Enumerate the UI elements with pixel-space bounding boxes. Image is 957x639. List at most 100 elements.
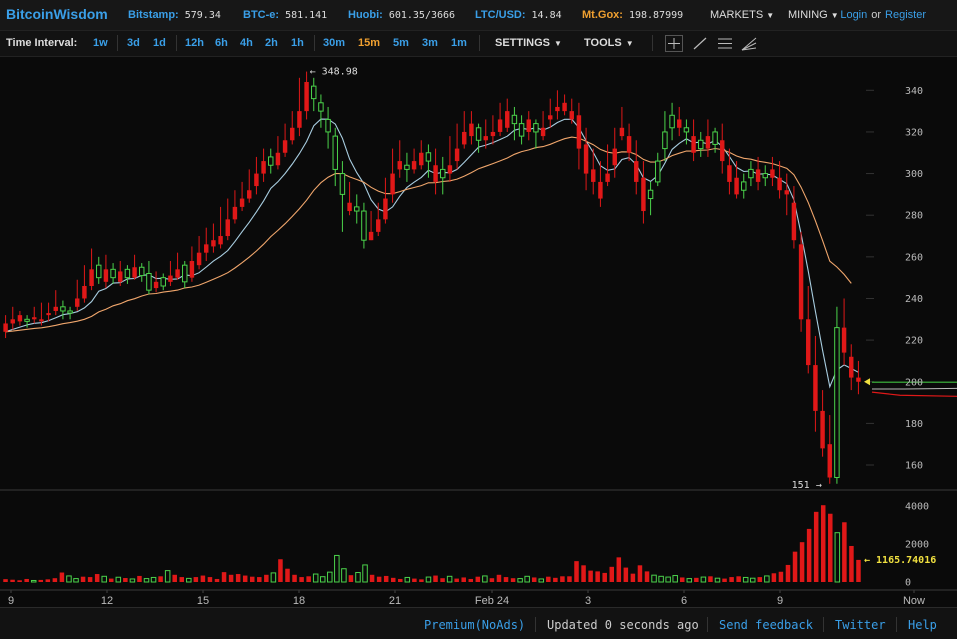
ticker-ltcusd[interactable]: LTC/USD: 14.84 — [475, 9, 562, 21]
interval-4h[interactable]: 4h — [240, 37, 253, 49]
fan-tool-icon[interactable] — [740, 35, 758, 52]
candle-body — [361, 210, 367, 241]
volume-bar — [496, 574, 502, 582]
volume-bar — [644, 571, 650, 582]
line-tool-icon[interactable] — [691, 35, 709, 52]
interval-30m[interactable]: 30m — [323, 37, 346, 49]
volume-bar — [362, 564, 368, 583]
interval-1w[interactable]: 1w — [93, 37, 108, 49]
interval-1d[interactable]: 1d — [153, 37, 166, 49]
ticker-mtgox[interactable]: Mt.Gox: 198.87999 — [582, 9, 683, 21]
price-chart[interactable]: 160 180 200 220 240 260 280 300 320 340 0 2000 4000 9… — [0, 57, 957, 607]
volume-bar — [30, 579, 37, 583]
candle-body — [734, 177, 739, 195]
interval-2h[interactable]: 2h — [265, 37, 278, 49]
candle-body — [32, 317, 37, 320]
candle-body — [841, 327, 847, 353]
interval-5m[interactable]: 5m — [393, 37, 409, 49]
volume-bar — [207, 577, 213, 582]
ticker-btce[interactable]: BTC-e: 581.141 — [243, 9, 327, 21]
volume-bar — [87, 577, 93, 582]
candles — [3, 71, 861, 484]
twitter-link[interactable]: Twitter — [835, 618, 886, 632]
volume-bar — [143, 578, 150, 583]
mining-menu[interactable]: MINING ▼ — [788, 9, 839, 21]
register-link[interactable]: Register — [885, 9, 926, 21]
candle-body — [647, 189, 654, 200]
crosshair-icon[interactable] — [665, 35, 683, 52]
candle-body — [332, 135, 338, 170]
volume-bar — [813, 511, 819, 582]
divider — [117, 35, 118, 51]
candle-body — [318, 102, 324, 112]
candle-body — [634, 161, 639, 182]
candle-body — [160, 277, 166, 287]
interval-12h[interactable]: 12h — [185, 37, 204, 49]
fib-lines-icon[interactable] — [716, 35, 734, 52]
candle-body — [791, 202, 797, 241]
candle-body — [268, 156, 274, 166]
ticker-value: 601.35/3666 — [388, 10, 456, 21]
volume-bar — [461, 577, 466, 582]
login-link[interactable]: Login — [840, 9, 868, 21]
volume-bar — [123, 578, 128, 582]
volume-bar — [376, 576, 382, 582]
volume-bar — [3, 579, 8, 582]
volume-bar — [390, 577, 396, 582]
x-tick-label: 12 — [101, 595, 113, 607]
volume-bar — [412, 578, 417, 582]
candle-body — [619, 127, 625, 137]
volume-bar — [341, 568, 347, 583]
feedback-link[interactable]: Send feedback — [719, 618, 813, 632]
candle-body — [218, 236, 223, 245]
candle-body — [505, 111, 510, 128]
markets-menu[interactable]: MARKETS ▼ — [710, 9, 774, 21]
candle-body — [669, 114, 675, 129]
candle-body — [211, 240, 216, 247]
interval-3d[interactable]: 3d — [127, 37, 140, 49]
ticker-huobi[interactable]: Huobi: 601.35/3666 — [348, 9, 455, 21]
interval-1m[interactable]: 1m — [451, 37, 467, 49]
ticker-value: 14.84 — [531, 10, 562, 21]
volume-bar — [757, 577, 763, 582]
volume-bar — [560, 576, 565, 582]
candle-body — [683, 127, 690, 133]
candle-body — [540, 127, 546, 137]
interval-1h[interactable]: 1h — [291, 37, 304, 49]
brand-logo[interactable]: BitcoinWisdom — [6, 6, 108, 22]
premium-link[interactable]: Premium(NoAds) — [424, 618, 526, 632]
volume-bar — [249, 576, 255, 582]
candle-body — [497, 119, 503, 132]
candle-body — [311, 85, 317, 100]
tools-label: TOOLS — [584, 37, 622, 49]
candle-body — [60, 306, 66, 312]
volume-bar — [45, 579, 51, 582]
or-text: or — [871, 9, 882, 21]
ticker-bitstamp[interactable]: Bitstamp: 579.34 — [128, 9, 221, 21]
volume-bar — [306, 576, 311, 582]
tools-menu[interactable]: TOOLS ▼ — [584, 37, 634, 49]
candle-body — [591, 169, 596, 182]
interval-3m[interactable]: 3m — [422, 37, 438, 49]
volume-bar — [785, 564, 791, 582]
price-tick-label: 240 — [905, 294, 923, 305]
candle-body — [254, 173, 259, 187]
help-link[interactable]: Help — [908, 618, 937, 632]
interval-15m[interactable]: 15m — [358, 37, 381, 49]
time-interval-label: Time Interval: — [6, 37, 78, 49]
settings-menu[interactable]: SETTINGS ▼ — [495, 37, 562, 49]
x-tick-label: 15 — [197, 595, 209, 607]
volume-bar — [517, 578, 523, 583]
candle-body — [813, 365, 818, 411]
price-tick-label: 180 — [905, 419, 923, 430]
volume-bar — [24, 578, 29, 582]
candle-body — [469, 123, 474, 137]
candle-body — [518, 123, 525, 137]
volume-bar — [651, 574, 657, 583]
candle-body — [24, 318, 30, 322]
ticker-label: Mt.Gox: — [582, 9, 623, 21]
volume-bar — [581, 565, 586, 582]
candle-body — [526, 119, 531, 132]
interval-6h[interactable]: 6h — [215, 37, 228, 49]
price-tick-label: 280 — [905, 211, 923, 222]
